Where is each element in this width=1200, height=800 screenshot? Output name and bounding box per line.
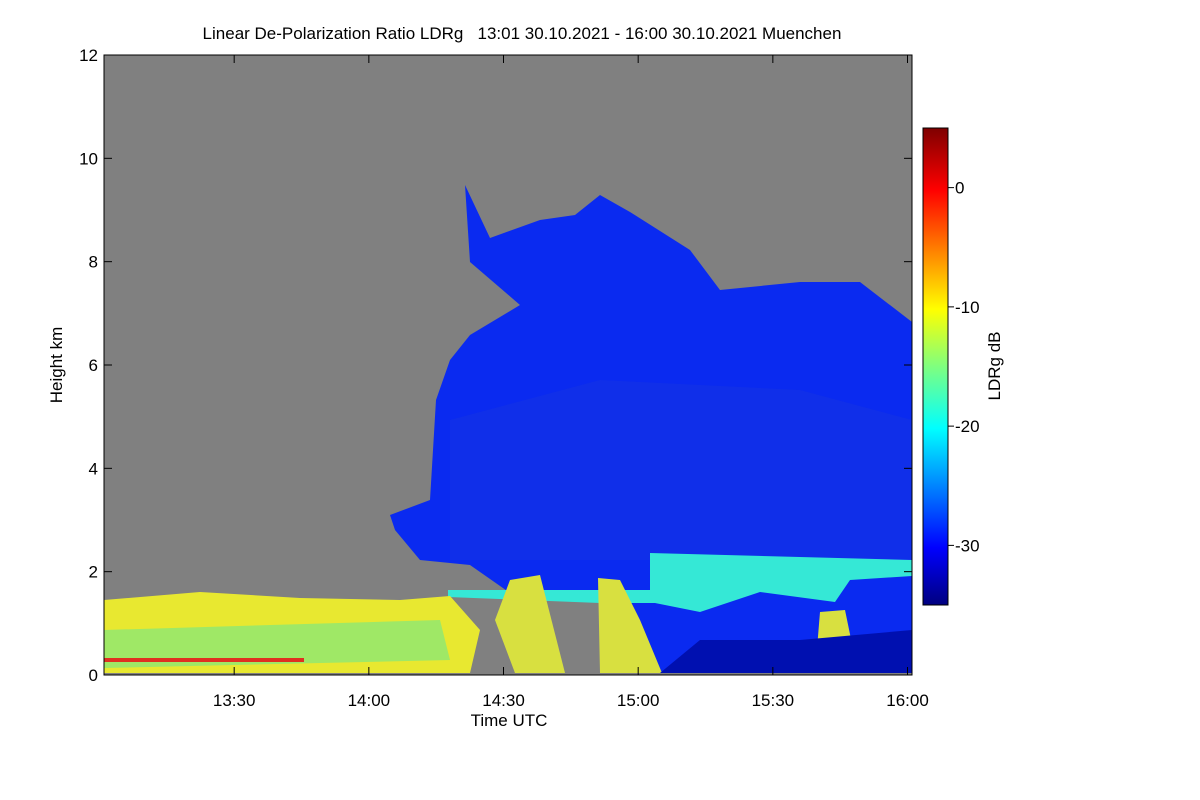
y-tick-label: 10	[79, 149, 98, 168]
x-axis-label: Time UTC	[471, 711, 548, 730]
colorbar-label: LDRg dB	[985, 332, 1004, 401]
yellow-streak	[598, 578, 662, 673]
x-tick-label: 14:00	[348, 691, 391, 710]
colorbar	[922, 127, 949, 606]
x-tick-label: 15:30	[752, 691, 795, 710]
chart-title: Linear De-Polarization Ratio LDRg 13:01 …	[203, 24, 842, 43]
y-tick-label: 12	[79, 46, 98, 65]
yellow-streak	[495, 575, 565, 673]
green-low	[104, 620, 450, 668]
y-tick-label: 8	[89, 253, 98, 272]
heatmap-field	[104, 185, 912, 673]
x-tick-label: 16:00	[886, 691, 929, 710]
x-tick-label: 14:30	[482, 691, 525, 710]
cyan-layer	[448, 553, 912, 612]
colorbar-tick-label: -10	[955, 298, 980, 317]
y-axis-label: Height km	[47, 327, 66, 404]
y-tick-label: 6	[89, 356, 98, 375]
navy-bottom	[660, 630, 912, 673]
cloud-core	[450, 380, 912, 560]
colorbar-tick-label: 0	[955, 179, 964, 198]
x-tick-label: 15:00	[617, 691, 660, 710]
red-streak	[104, 658, 304, 662]
y-tick-label: 2	[89, 563, 98, 582]
y-tick-label: 4	[89, 459, 98, 478]
colorbar-tick-label: -20	[955, 417, 980, 436]
colorbar-tick-label: -30	[955, 536, 980, 555]
x-tick-label: 13:30	[213, 691, 256, 710]
y-tick-label: 0	[89, 666, 98, 685]
